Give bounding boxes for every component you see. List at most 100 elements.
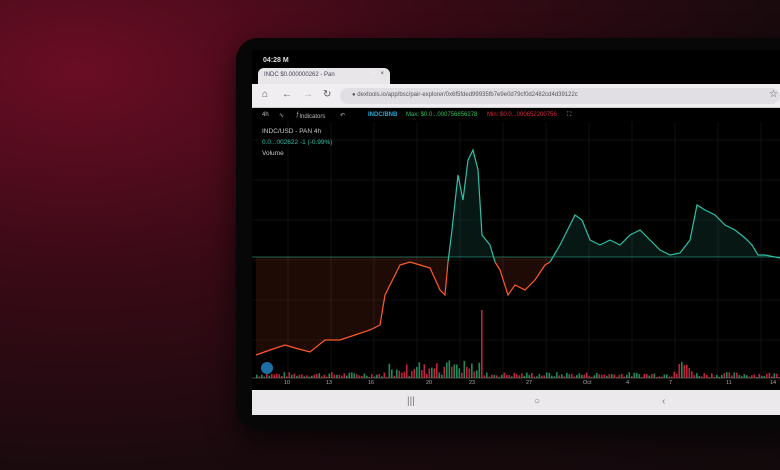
volume-bar — [766, 373, 768, 378]
volume-bar — [513, 372, 516, 378]
volume-bar — [746, 375, 748, 378]
recents-icon[interactable]: ||| — [407, 396, 415, 407]
volume-bar — [571, 373, 573, 378]
volume-bar — [471, 363, 473, 378]
volume-bar — [553, 376, 556, 378]
volume-bar — [378, 374, 381, 378]
forward-icon[interactable]: → — [303, 89, 313, 100]
volume-bar — [563, 376, 566, 378]
volume-bar — [353, 373, 356, 378]
volume-bar — [361, 375, 363, 378]
volume-bar — [383, 372, 386, 378]
volume-bar — [493, 374, 496, 378]
volume-bar — [508, 375, 511, 378]
volume-bar — [688, 367, 691, 378]
volume-bar — [548, 373, 551, 378]
volume-bar — [678, 364, 681, 378]
volume-bar — [418, 362, 421, 378]
volume-bar — [723, 373, 726, 378]
volume-bar — [541, 375, 543, 378]
volume-bar — [661, 376, 663, 378]
volume-bar — [421, 370, 423, 378]
volume-bar — [546, 372, 548, 378]
volume-bar — [366, 375, 368, 378]
x-axis: 10 13 16 20 23 27 Oct 4 7 11 14 — [252, 380, 780, 390]
volume-bar — [608, 374, 611, 378]
volume-bar — [516, 374, 518, 378]
undo-icon[interactable]: ↶ — [340, 113, 346, 119]
volume-bar — [573, 376, 576, 378]
volume-bar — [288, 372, 291, 378]
volume-bar — [291, 374, 293, 378]
cloud-icon[interactable] — [261, 362, 273, 374]
x-tick-label: 23 — [469, 380, 476, 386]
volume-bar — [701, 376, 703, 378]
back-nav-icon[interactable]: ‹ — [662, 396, 666, 407]
volume-bar — [326, 376, 328, 378]
home-nav-icon[interactable]: ○ — [534, 396, 541, 407]
volume-bar — [623, 376, 626, 378]
volume-bar — [408, 376, 411, 378]
volume-bar — [583, 374, 586, 378]
new-tab-button[interactable]: + — [370, 66, 378, 80]
tab-close-icon[interactable]: × — [380, 71, 384, 77]
volume-bar — [648, 375, 651, 378]
reload-icon[interactable]: ↻ — [323, 89, 332, 100]
volume-bar — [436, 363, 438, 378]
volume-bar — [281, 376, 283, 378]
volume-bar — [683, 364, 686, 378]
volume-bar — [558, 375, 561, 378]
volume-bar — [691, 371, 693, 378]
volume-bar — [451, 366, 453, 378]
volume-bar — [591, 376, 593, 378]
volume-bar — [618, 374, 621, 378]
volume-bar — [596, 372, 598, 378]
volume-bar — [306, 375, 308, 378]
volume-bar — [638, 374, 641, 378]
price-chart[interactable] — [252, 50, 780, 390]
volume-bar — [473, 371, 476, 378]
volume-bar — [461, 372, 463, 378]
volume-bar — [666, 374, 668, 378]
price-line — [494, 261, 551, 297]
x-tick-label: 20 — [426, 380, 433, 386]
pair-label[interactable]: INDC/BNB — [368, 112, 398, 118]
interval-button[interactable]: 4h — [262, 112, 269, 118]
volume-bar — [491, 374, 493, 378]
volume-bar — [371, 374, 373, 378]
volume-bar — [528, 375, 531, 378]
volume-bar — [568, 374, 571, 378]
x-tick-label: 13 — [326, 380, 333, 386]
volume-bar — [438, 372, 441, 378]
volume-bar — [396, 369, 398, 378]
volume-bar — [736, 372, 738, 378]
volume-bar — [713, 376, 716, 378]
volume-bar — [338, 374, 341, 378]
volume-bar — [386, 376, 388, 378]
browser-tab[interactable]: INDC $0.000000262 - Pan × — [258, 68, 390, 84]
url-input[interactable]: ● dextools.io/app/bsc/pair-explorer/0x6f… — [340, 88, 780, 104]
volume-bar — [706, 375, 708, 378]
fullscreen-icon[interactable]: ⛶ — [567, 112, 572, 118]
volume-bar — [733, 372, 736, 378]
tablet-screen: 04:28 M INDC $0.000000262 - Pan × + ⌂ ← →… — [252, 50, 780, 415]
price-area — [495, 257, 550, 295]
indicators-button[interactable]: ƒ Indicators — [296, 112, 326, 120]
home-icon[interactable]: ⌂ — [262, 89, 269, 100]
volume-bar — [731, 375, 733, 378]
volume-bar — [336, 374, 338, 378]
volume-bar — [708, 376, 711, 378]
tab-title: INDC $0.000000262 - Pan — [264, 72, 335, 78]
volume-bar — [423, 364, 426, 378]
volume-bar — [301, 374, 303, 378]
chart-type-icon[interactable]: ∿ — [279, 113, 285, 119]
volume-bar — [668, 376, 671, 378]
star-icon[interactable]: ☆ — [769, 89, 778, 100]
volume-bar — [581, 374, 583, 378]
back-icon[interactable]: ← — [282, 89, 292, 100]
volume-bar — [346, 375, 348, 378]
chart-toolbar: 4h ∿ ƒ Indicators ↶ INDC/BNB Max: $0.0..… — [252, 110, 780, 122]
volume-bar — [503, 372, 506, 378]
volume-bar — [673, 371, 676, 378]
volume-bar — [603, 374, 606, 378]
